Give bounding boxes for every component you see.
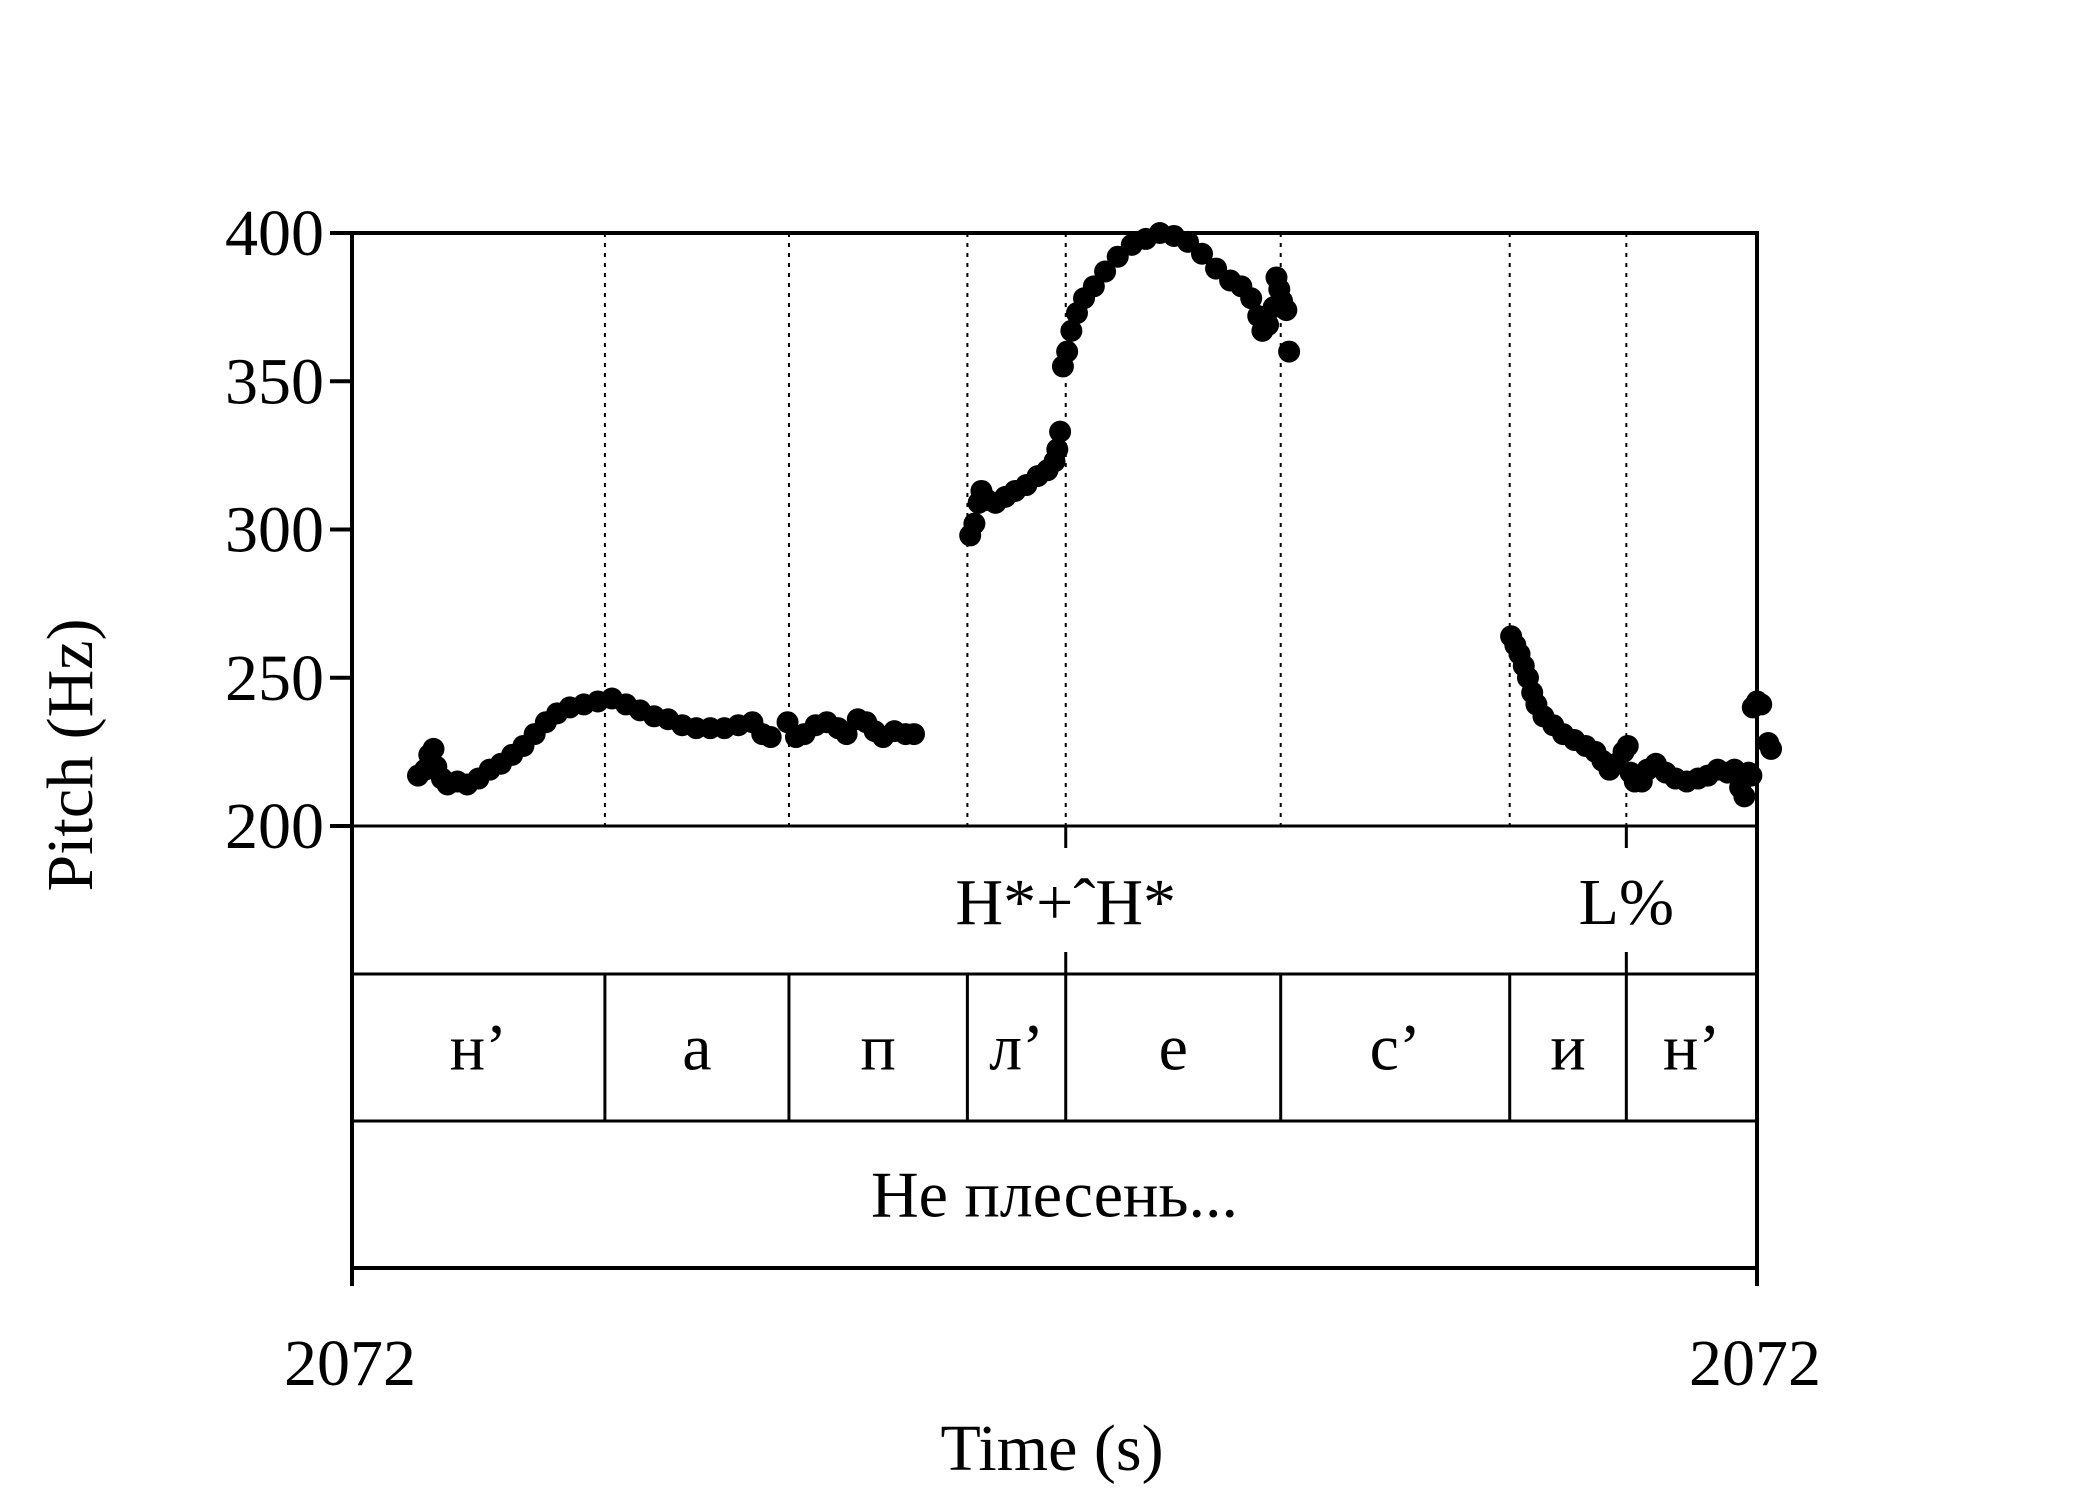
segment-label: с’ (1370, 1012, 1421, 1085)
y-tick-label: 300 (225, 494, 324, 567)
pitch-point (903, 723, 925, 746)
y-axis: 200 250 300 350 400 (225, 197, 352, 863)
tone-label: L% (1579, 866, 1674, 939)
y-tick-label: 400 (225, 197, 324, 270)
plot-frame (350, 231, 1759, 1270)
segment-label: и (1550, 1012, 1585, 1085)
pitch-point (1257, 313, 1280, 336)
pitch-point (1616, 734, 1639, 757)
x-tick-label-start: 2072 (284, 1327, 416, 1400)
pitch-point (1760, 737, 1783, 760)
word-label: Не плесень... (871, 1159, 1238, 1232)
segment-label: п (861, 1012, 896, 1085)
pitch-point (1275, 299, 1298, 322)
segment-label: а (682, 1012, 711, 1085)
pitch-point (1191, 242, 1214, 265)
y-axis-title: Pitch (Hz) (34, 618, 107, 891)
pitch-point (1060, 319, 1083, 342)
y-tick-label: 250 (225, 642, 324, 715)
segment-label: е (1159, 1012, 1188, 1085)
pitch-point (1733, 785, 1756, 808)
y-tick-label: 200 (225, 790, 324, 863)
pitch-point (1740, 764, 1763, 787)
x-axis: 2072 2072 Time (s) (284, 1268, 1821, 1485)
y-tick-label: 350 (225, 345, 324, 418)
segment-label: л’ (989, 1012, 1044, 1085)
pitch-point (1046, 438, 1069, 461)
pitch-point (1049, 420, 1072, 443)
tone-label: H*+ˆH* (955, 866, 1176, 939)
pitch-point (1094, 260, 1117, 283)
pitch-point (1278, 340, 1301, 363)
pitch-point (759, 726, 782, 749)
pitch-point (1750, 693, 1773, 716)
plot-border (350, 231, 1759, 1270)
segment-label: н’ (450, 1012, 507, 1085)
pitch-point (422, 737, 445, 760)
pitch-point (1240, 287, 1263, 310)
x-axis-title: Time (s) (940, 1412, 1163, 1485)
pitch-point (1056, 340, 1079, 363)
annotation-tiers: H*+ˆH* L% н’ а п л’ е с’ и н’ Не плесень... (450, 826, 1720, 1232)
segment-label: н’ (1663, 1012, 1720, 1085)
x-tick-label-end: 2072 (1689, 1327, 1821, 1400)
pitch-points (407, 222, 1783, 808)
pitch-point (963, 512, 986, 535)
